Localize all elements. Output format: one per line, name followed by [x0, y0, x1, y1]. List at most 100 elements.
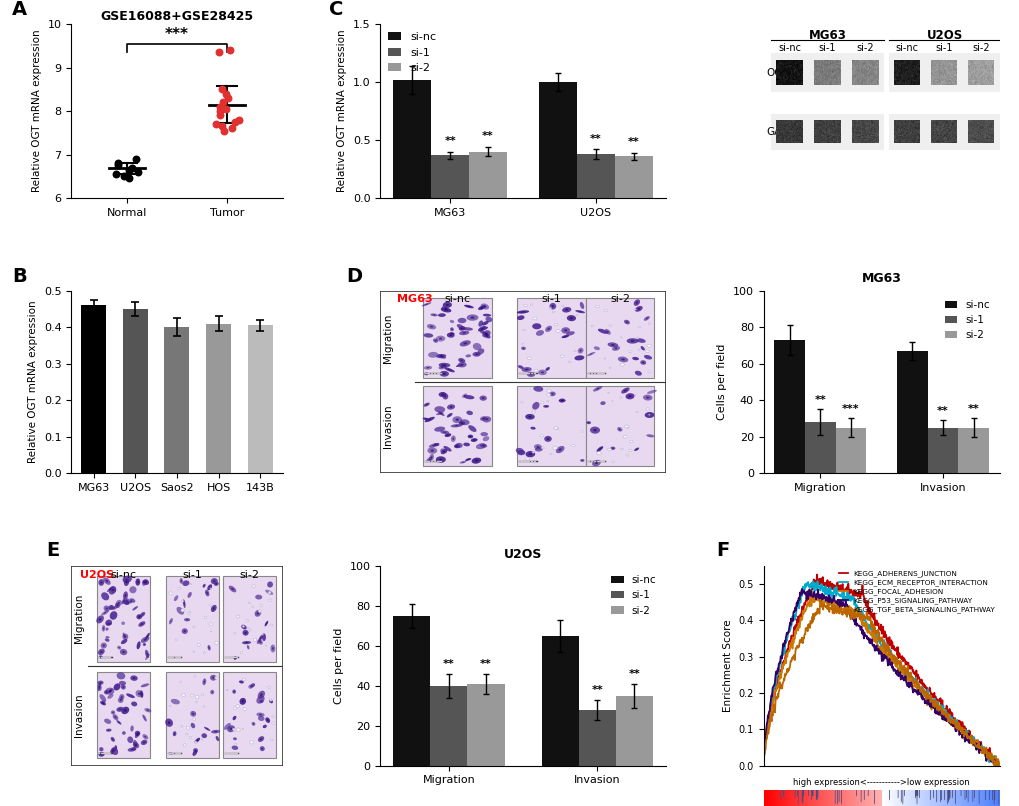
Point [124, 161, 141, 174]
Ellipse shape [528, 416, 531, 418]
Ellipse shape [96, 616, 104, 623]
Ellipse shape [260, 642, 261, 643]
Ellipse shape [108, 690, 111, 692]
Ellipse shape [100, 701, 106, 705]
Legend: KEGG_ADHERENS_JUNCTION, KEGG_ECM_RECEPTOR_INTERACTION, KEGG_FOCAL_ADHESION, KEGG: KEGG_ADHERENS_JUNCTION, KEGG_ECM_RECEPTO… [838, 570, 995, 613]
Ellipse shape [544, 326, 551, 332]
Ellipse shape [475, 354, 478, 355]
Ellipse shape [145, 581, 147, 583]
Circle shape [185, 733, 187, 735]
Point [230, 114, 247, 127]
Ellipse shape [535, 330, 543, 336]
Ellipse shape [525, 414, 534, 420]
Ellipse shape [593, 429, 596, 431]
Ellipse shape [435, 456, 445, 463]
Ellipse shape [115, 603, 119, 608]
Ellipse shape [578, 311, 581, 312]
Circle shape [530, 304, 532, 305]
Ellipse shape [258, 634, 263, 642]
Ellipse shape [628, 395, 631, 397]
Ellipse shape [609, 447, 614, 450]
Ellipse shape [551, 393, 553, 395]
Ellipse shape [442, 302, 451, 308]
Ellipse shape [215, 736, 219, 741]
Circle shape [191, 694, 194, 697]
Ellipse shape [565, 309, 568, 311]
Circle shape [534, 369, 538, 372]
Bar [926, 427, 957, 473]
Circle shape [647, 371, 650, 372]
Ellipse shape [448, 414, 450, 416]
Ellipse shape [480, 432, 487, 436]
Circle shape [546, 401, 548, 402]
Ellipse shape [260, 637, 261, 639]
Ellipse shape [589, 353, 592, 355]
Ellipse shape [99, 655, 103, 659]
Ellipse shape [455, 446, 458, 447]
Circle shape [186, 726, 190, 729]
Bar [577, 154, 614, 198]
Ellipse shape [450, 424, 462, 427]
Ellipse shape [240, 625, 247, 629]
Ellipse shape [454, 442, 463, 448]
Ellipse shape [467, 434, 473, 438]
Ellipse shape [430, 450, 434, 451]
Ellipse shape [645, 318, 647, 319]
Circle shape [270, 739, 272, 741]
Point [129, 165, 146, 178]
Ellipse shape [600, 401, 605, 405]
Ellipse shape [197, 739, 198, 742]
Ellipse shape [454, 425, 459, 426]
Circle shape [190, 584, 192, 585]
Ellipse shape [105, 688, 114, 695]
Circle shape [201, 739, 203, 740]
Ellipse shape [130, 749, 133, 750]
Ellipse shape [138, 692, 141, 695]
Ellipse shape [143, 580, 149, 585]
Ellipse shape [224, 723, 230, 730]
Ellipse shape [255, 595, 262, 600]
Ellipse shape [625, 393, 634, 399]
Ellipse shape [98, 579, 104, 586]
Ellipse shape [425, 373, 427, 375]
Ellipse shape [429, 454, 433, 461]
Ellipse shape [522, 347, 524, 349]
Point [227, 115, 244, 128]
Circle shape [603, 358, 605, 359]
Ellipse shape [104, 605, 110, 612]
Ellipse shape [137, 733, 139, 734]
Ellipse shape [124, 636, 126, 638]
Ellipse shape [263, 725, 267, 728]
Ellipse shape [440, 307, 451, 313]
Circle shape [272, 722, 274, 725]
Ellipse shape [449, 327, 453, 331]
Ellipse shape [272, 647, 273, 650]
Ellipse shape [257, 613, 259, 614]
Ellipse shape [135, 731, 141, 736]
Ellipse shape [443, 446, 451, 451]
Ellipse shape [169, 618, 173, 625]
Text: Migration: Migration [383, 314, 392, 363]
Ellipse shape [144, 644, 145, 645]
Ellipse shape [172, 731, 176, 736]
Circle shape [246, 619, 248, 621]
Ellipse shape [547, 328, 549, 330]
Text: si-2: si-2 [609, 294, 630, 305]
Ellipse shape [459, 422, 465, 425]
Ellipse shape [110, 606, 117, 610]
Ellipse shape [434, 406, 444, 413]
Ellipse shape [106, 623, 112, 625]
Ellipse shape [135, 732, 140, 738]
Ellipse shape [480, 304, 488, 310]
Point [219, 92, 235, 105]
Ellipse shape [113, 683, 120, 691]
Ellipse shape [607, 343, 618, 347]
Ellipse shape [434, 426, 444, 432]
Ellipse shape [255, 610, 261, 617]
Ellipse shape [480, 308, 482, 309]
Point [211, 100, 227, 113]
Ellipse shape [467, 459, 469, 460]
Ellipse shape [123, 634, 124, 636]
Circle shape [540, 401, 543, 404]
Ellipse shape [424, 366, 432, 370]
